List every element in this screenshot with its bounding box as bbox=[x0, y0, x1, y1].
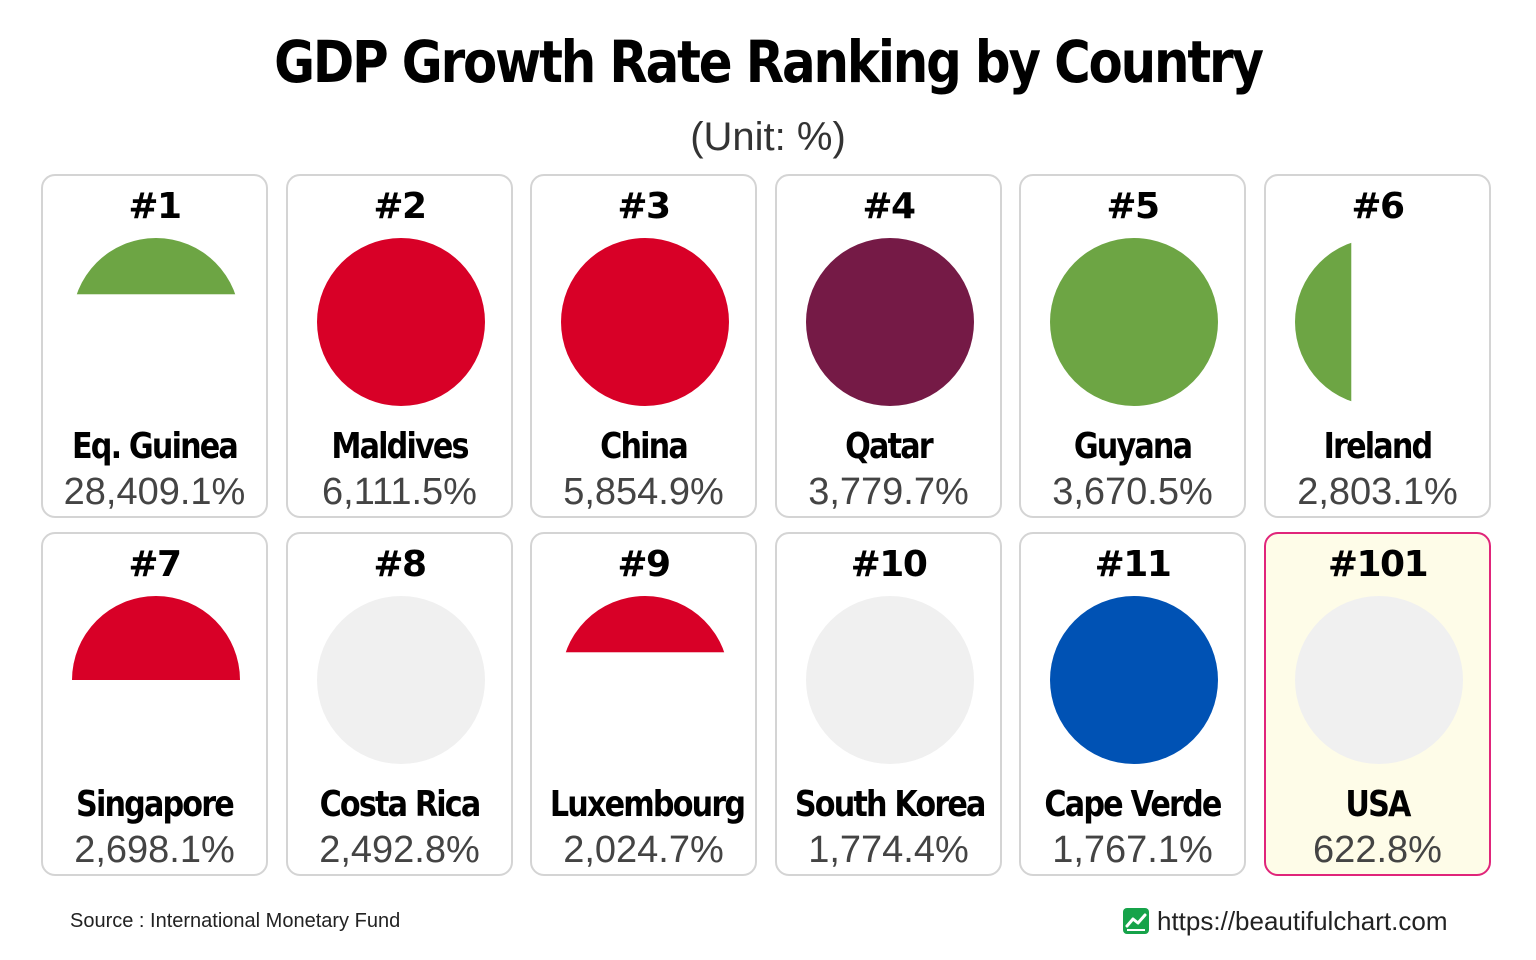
south-korea-flag-icon bbox=[806, 596, 974, 764]
ireland-flag-icon bbox=[1295, 238, 1352, 406]
qatar-flag-icon bbox=[806, 238, 974, 406]
cape-verde-flag-icon bbox=[1050, 596, 1218, 764]
country-name: Ireland bbox=[1323, 426, 1434, 467]
growth-value: 3,779.7% bbox=[808, 471, 969, 513]
rank-label: #8 bbox=[373, 544, 427, 585]
rank-label: #2 bbox=[373, 186, 427, 227]
country-card: #7 Singapore 2,698.1% bbox=[41, 532, 268, 876]
luxembourg-flag-icon bbox=[561, 596, 729, 653]
country-name: South Korea bbox=[794, 784, 987, 825]
country-card: #101 USA 622.8% bbox=[1264, 532, 1491, 876]
singapore-flag-icon bbox=[72, 596, 240, 680]
chart-subtitle: (Unit: %) bbox=[690, 115, 846, 159]
usa-flag-icon bbox=[1295, 596, 1463, 764]
rank-label: #101 bbox=[1327, 544, 1429, 585]
country-name: Eq. Guinea bbox=[71, 426, 239, 467]
country-card: #5 Guyana 3,670.5% bbox=[1019, 174, 1246, 518]
country-name: China bbox=[600, 426, 689, 467]
country-card: #2 Maldives 6,111.5% bbox=[286, 174, 513, 518]
rank-label: #7 bbox=[128, 544, 182, 585]
rank-label: #6 bbox=[1351, 186, 1405, 227]
rank-label: #11 bbox=[1094, 544, 1172, 585]
country-card: #10 South Korea 1,774.4% bbox=[775, 532, 1002, 876]
rank-label: #5 bbox=[1106, 186, 1160, 227]
china-flag-icon bbox=[561, 238, 729, 406]
country-card: #6 Ireland 2,803.1% bbox=[1264, 174, 1491, 518]
chart-logo-icon bbox=[1123, 908, 1149, 934]
website-credit[interactable]: https://beautifulchart.com bbox=[1123, 906, 1447, 936]
country-name: Cape Verde bbox=[1044, 784, 1222, 825]
country-card: #11 Cape Verde 1,767.1% bbox=[1019, 532, 1246, 876]
country-name: Qatar bbox=[845, 426, 933, 467]
equatorial-guinea-flag-icon bbox=[72, 238, 240, 295]
growth-value: 28,409.1% bbox=[63, 471, 246, 513]
rank-label: #9 bbox=[617, 544, 671, 585]
growth-value: 622.8% bbox=[1313, 829, 1442, 871]
growth-value: 2,803.1% bbox=[1297, 471, 1458, 513]
guyana-flag-icon bbox=[1050, 238, 1218, 406]
growth-value: 2,024.7% bbox=[563, 829, 724, 871]
growth-value: 1,774.4% bbox=[808, 829, 969, 871]
rank-label: #3 bbox=[617, 186, 671, 227]
growth-value: 1,767.1% bbox=[1052, 829, 1213, 871]
country-name: Maldives bbox=[331, 426, 469, 467]
country-card: #4 Qatar 3,779.7% bbox=[775, 174, 1002, 518]
growth-value: 5,854.9% bbox=[563, 471, 724, 513]
growth-value: 6,111.5% bbox=[322, 471, 477, 513]
country-card: #1 Eq. Guinea 28,409.1% bbox=[41, 174, 268, 518]
maldives-flag-icon bbox=[317, 238, 485, 406]
growth-value: 2,698.1% bbox=[74, 829, 235, 871]
country-name: Costa Rica bbox=[319, 784, 482, 825]
country-name: Luxembourg bbox=[549, 784, 746, 825]
growth-value: 3,670.5% bbox=[1052, 471, 1213, 513]
country-card: #8 Costa Rica 2,492.8% bbox=[286, 532, 513, 876]
source-note: Source : International Monetary Fund bbox=[70, 910, 401, 932]
country-card: #3 China 5,854.9% bbox=[530, 174, 757, 518]
chart-title: GDP Growth Rate Ranking by Country bbox=[274, 28, 1264, 96]
website-link[interactable]: https://beautifulchart.com bbox=[1157, 905, 1448, 936]
country-name: USA bbox=[1345, 784, 1411, 825]
rank-label: #1 bbox=[128, 186, 182, 227]
country-card: #9 Luxembourg 2,024.7% bbox=[530, 532, 757, 876]
rank-label: #4 bbox=[862, 186, 916, 227]
growth-value: 2,492.8% bbox=[319, 829, 480, 871]
costa-rica-flag-icon bbox=[317, 596, 485, 764]
country-name: Singapore bbox=[76, 784, 235, 825]
country-name: Guyana bbox=[1073, 426, 1193, 467]
rank-label: #10 bbox=[850, 544, 928, 585]
